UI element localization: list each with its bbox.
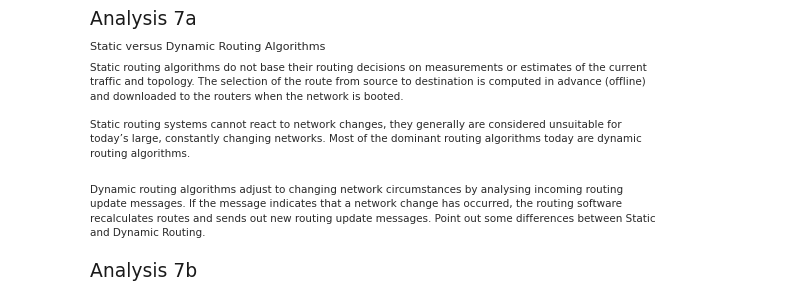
Text: Static versus Dynamic Routing Algorithms: Static versus Dynamic Routing Algorithms (90, 42, 325, 52)
Text: Static routing algorithms do not base their routing decisions on measurements or: Static routing algorithms do not base th… (90, 63, 646, 102)
Text: Static routing systems cannot react to network changes, they generally are consi: Static routing systems cannot react to n… (90, 120, 641, 159)
Text: Analysis 7a: Analysis 7a (90, 10, 196, 29)
Text: Dynamic routing algorithms adjust to changing network circumstances by analysing: Dynamic routing algorithms adjust to cha… (90, 185, 654, 238)
Text: Analysis 7b: Analysis 7b (90, 262, 197, 281)
